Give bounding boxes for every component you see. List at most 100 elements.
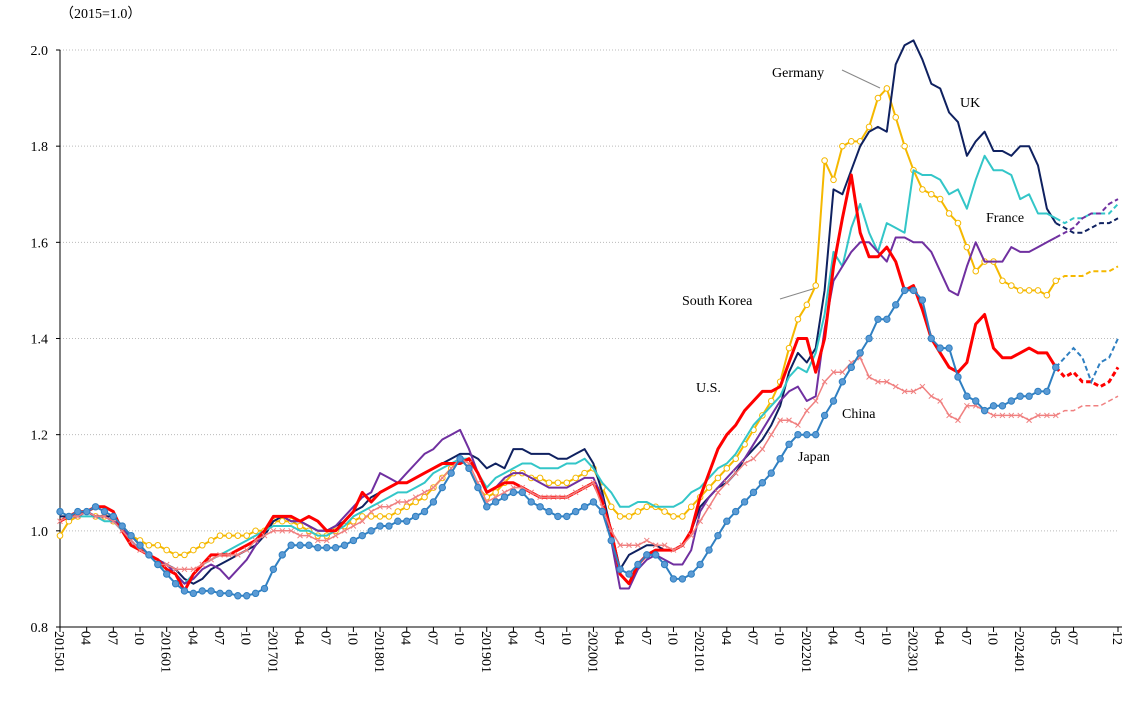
x-tick-label: 10 xyxy=(558,631,573,645)
y-tick-label: 1.2 xyxy=(31,429,49,444)
marker xyxy=(732,455,739,463)
y-tick-label: 1.0 xyxy=(31,525,49,540)
marker xyxy=(643,503,651,511)
forecast-line xyxy=(1055,338,1119,385)
marker xyxy=(331,543,340,552)
marker xyxy=(625,570,633,578)
marker xyxy=(438,483,447,492)
marker xyxy=(634,508,642,515)
marker xyxy=(1044,412,1050,419)
marker xyxy=(181,566,188,573)
marker xyxy=(883,315,891,323)
marker xyxy=(927,190,935,198)
marker xyxy=(803,407,810,414)
marker xyxy=(1052,412,1059,419)
marker xyxy=(883,85,891,92)
marker xyxy=(901,388,908,395)
forecast-line xyxy=(1054,366,1120,389)
marker xyxy=(972,397,980,405)
x-tick-label: 10 xyxy=(344,631,359,645)
marker xyxy=(314,537,321,544)
marker xyxy=(999,412,1006,419)
marker xyxy=(279,527,286,534)
marker xyxy=(350,517,357,525)
marker xyxy=(421,493,428,501)
marker xyxy=(580,503,589,511)
forecast-line xyxy=(1055,203,1119,225)
marker xyxy=(990,412,997,419)
marker xyxy=(847,363,855,372)
series-label: Germany xyxy=(772,66,824,81)
marker xyxy=(635,542,641,549)
marker xyxy=(412,494,419,501)
marker xyxy=(537,494,543,501)
marker xyxy=(670,513,677,520)
marker xyxy=(643,551,651,559)
marker xyxy=(740,498,749,506)
marker xyxy=(572,474,579,482)
marker xyxy=(367,527,375,535)
x-tick-label: 04 xyxy=(611,631,626,645)
series-label: U.S. xyxy=(696,381,721,396)
marker xyxy=(341,527,348,534)
marker xyxy=(563,494,570,501)
marker xyxy=(821,157,828,164)
marker xyxy=(794,315,802,323)
marker xyxy=(900,286,909,295)
x-tick-label: 04 xyxy=(504,631,519,645)
marker xyxy=(714,474,722,482)
marker xyxy=(172,566,179,573)
x-tick-label: 201901 xyxy=(478,631,493,673)
marker xyxy=(386,503,392,510)
marker xyxy=(189,589,198,598)
marker xyxy=(936,344,944,352)
marker xyxy=(901,142,908,150)
marker xyxy=(270,527,277,534)
marker xyxy=(367,513,375,520)
marker xyxy=(536,503,544,511)
marker xyxy=(954,373,962,381)
marker xyxy=(278,551,286,559)
marker xyxy=(634,560,642,569)
marker xyxy=(607,536,615,545)
marker xyxy=(1043,387,1051,396)
marker xyxy=(296,522,304,530)
x-tick-label: 04 xyxy=(718,631,733,645)
marker xyxy=(323,537,330,544)
series-label: UK xyxy=(960,96,980,111)
marker xyxy=(678,575,687,583)
y-tick-label: 1.4 xyxy=(31,333,49,348)
marker xyxy=(91,503,100,511)
x-tick-label: 07 xyxy=(1065,631,1080,645)
marker xyxy=(679,513,686,520)
y-tick-label: 0.8 xyxy=(31,621,49,636)
marker xyxy=(429,498,438,506)
marker xyxy=(661,508,668,515)
marker xyxy=(820,411,829,420)
marker xyxy=(359,518,366,525)
marker xyxy=(430,484,437,491)
marker xyxy=(207,587,215,595)
marker xyxy=(198,541,206,549)
marker xyxy=(750,455,757,462)
x-tick-label: 202101 xyxy=(691,631,706,673)
x-tick-label: 04 xyxy=(184,631,199,645)
marker xyxy=(794,430,802,439)
x-tick-label: 10 xyxy=(985,631,1000,645)
series-label: France xyxy=(986,211,1024,226)
marker xyxy=(251,589,260,598)
marker xyxy=(278,517,286,525)
marker xyxy=(963,243,971,251)
marker xyxy=(1026,417,1032,424)
x-tick-label: 07 xyxy=(211,631,226,645)
marker xyxy=(1052,277,1060,285)
x-tick-label: 07 xyxy=(638,631,653,645)
marker xyxy=(74,507,82,516)
marker xyxy=(945,210,953,217)
marker xyxy=(999,277,1006,285)
marker xyxy=(252,527,259,535)
marker xyxy=(945,344,953,352)
marker xyxy=(1008,282,1015,289)
series-label: China xyxy=(842,407,876,422)
marker xyxy=(465,464,473,473)
